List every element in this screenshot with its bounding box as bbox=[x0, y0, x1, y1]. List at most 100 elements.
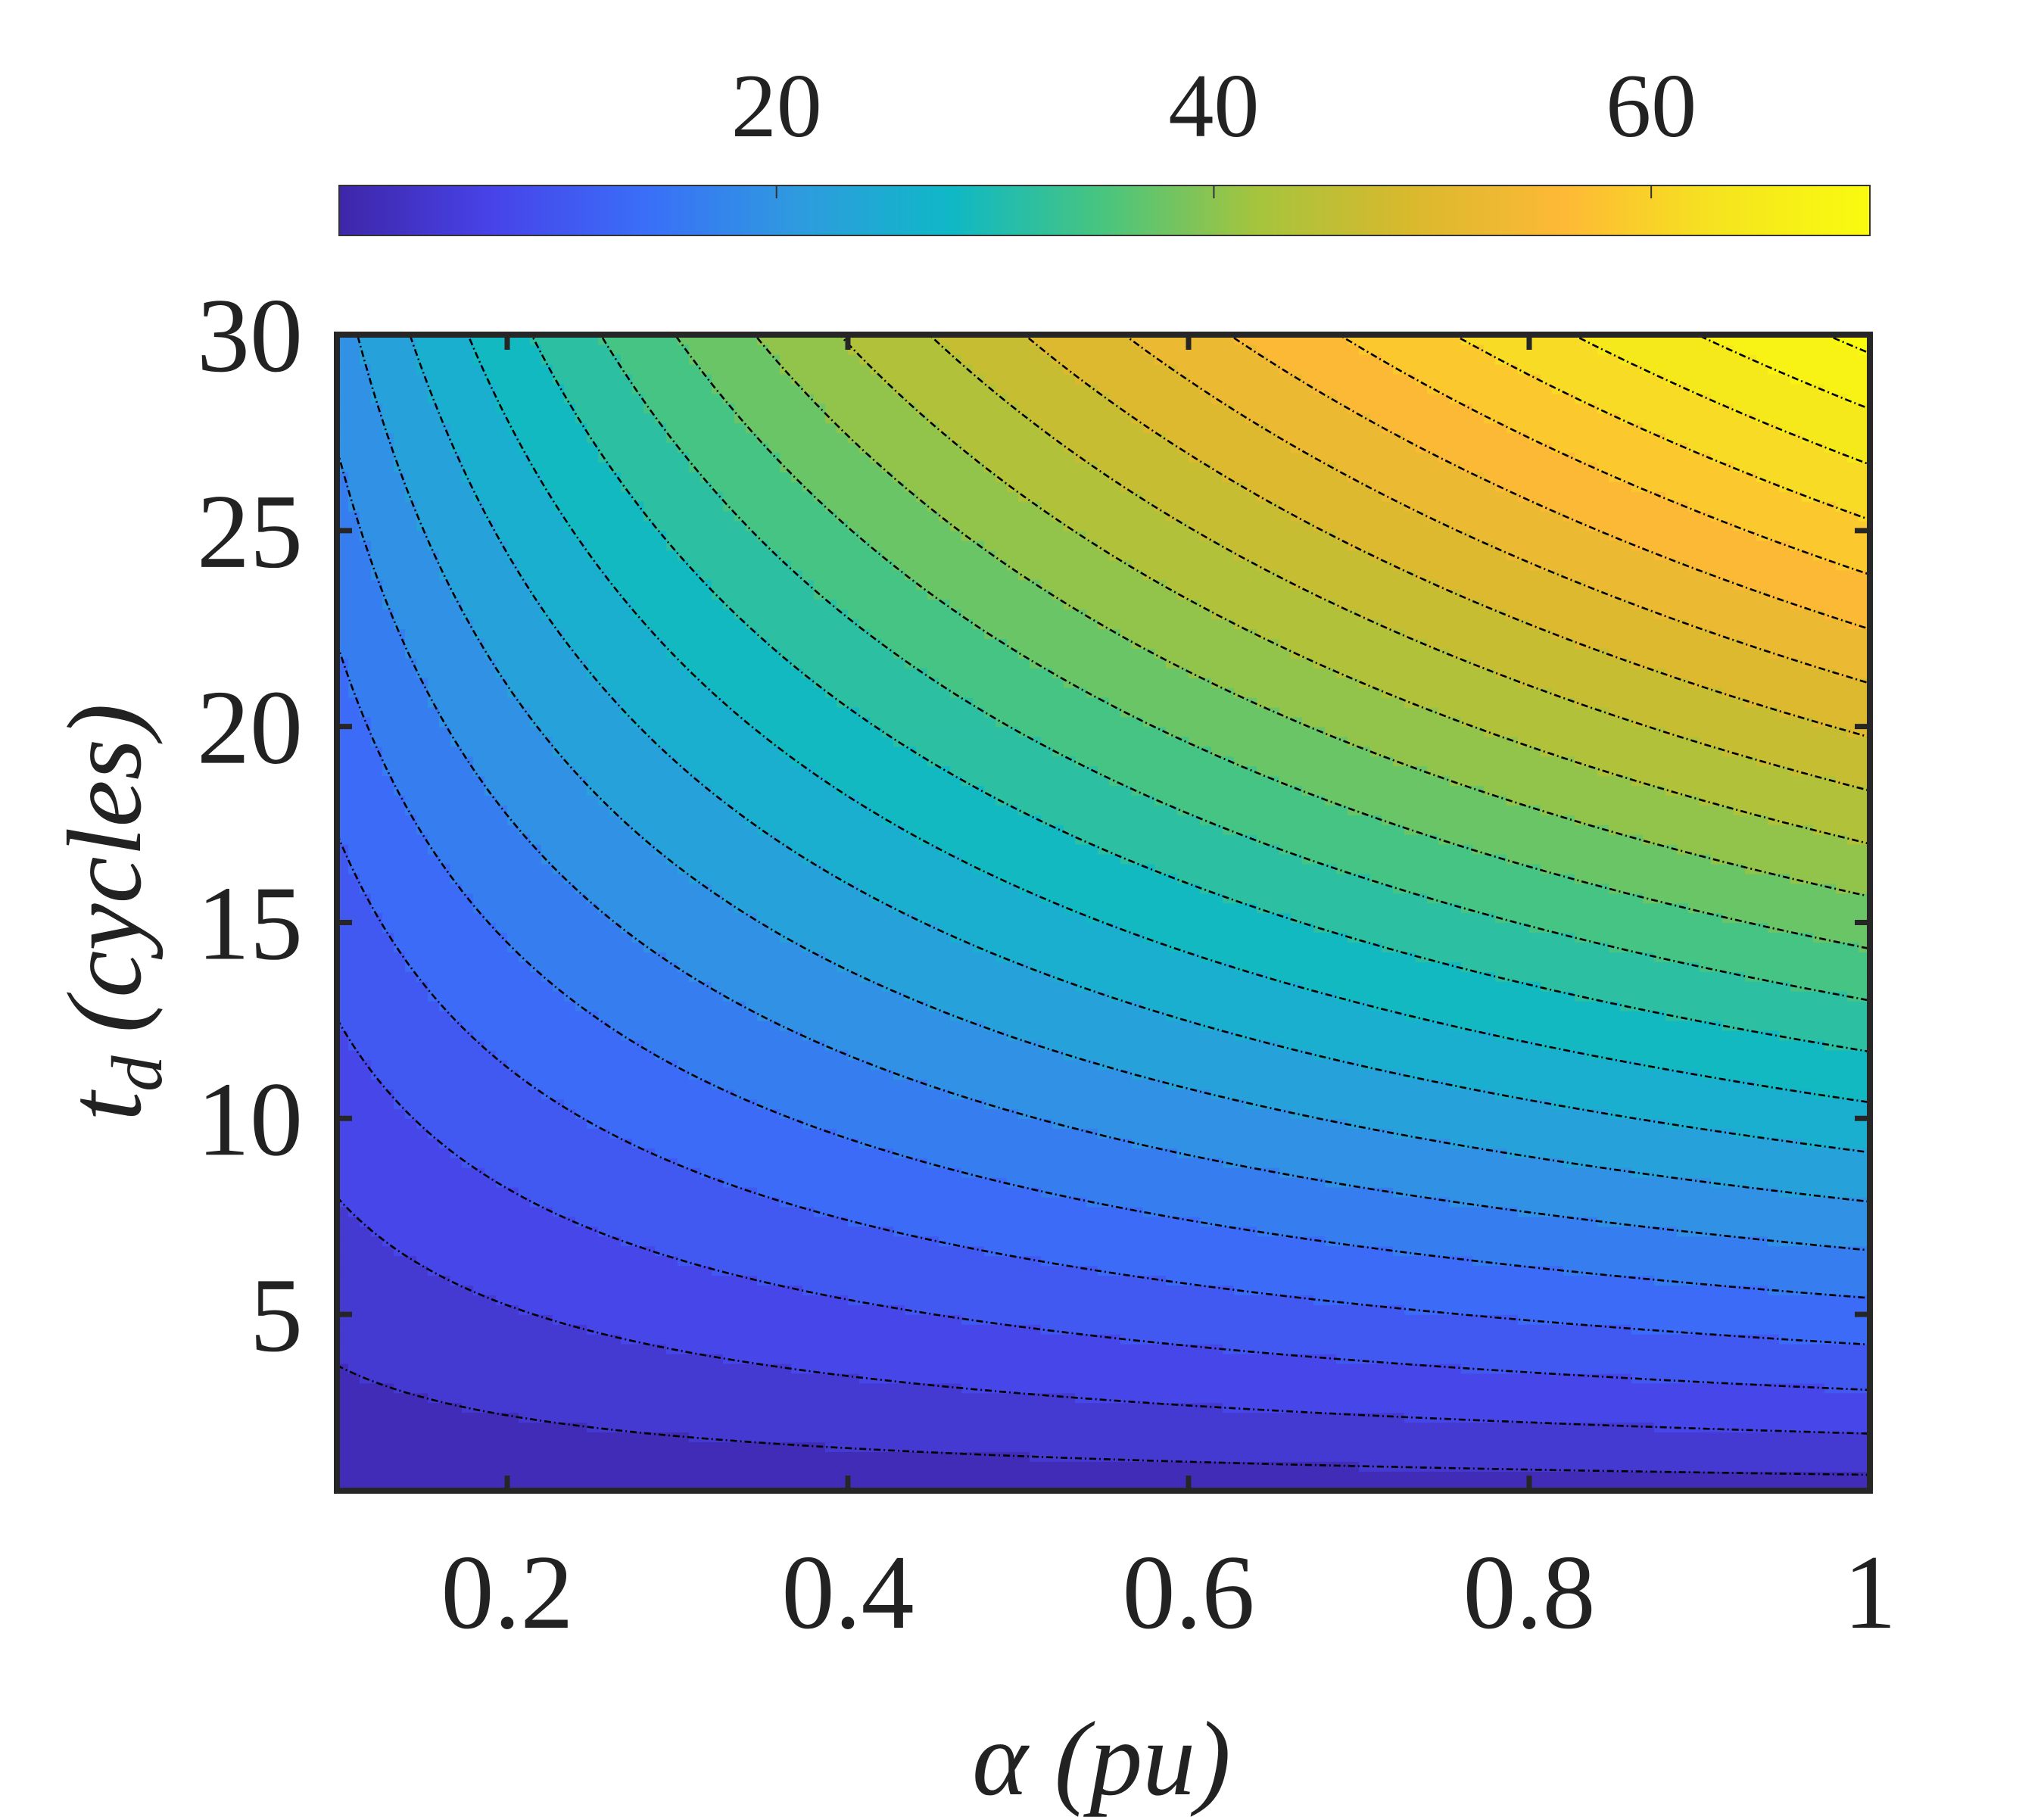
surface-cell bbox=[416, 1412, 428, 1423]
surface-cell bbox=[791, 765, 803, 777]
surface-cell bbox=[485, 589, 497, 600]
surface-cell bbox=[791, 1079, 803, 1090]
surface-cell bbox=[802, 530, 815, 541]
surface-cell bbox=[723, 472, 735, 482]
surface-cell bbox=[348, 1432, 360, 1443]
surface-cell bbox=[496, 1461, 508, 1472]
surface-cell bbox=[746, 697, 758, 708]
surface-cell bbox=[598, 765, 610, 777]
surface-cell bbox=[416, 1432, 428, 1443]
surface-cell bbox=[371, 1275, 383, 1286]
surface-cell bbox=[496, 491, 508, 502]
surface-cell bbox=[598, 716, 610, 728]
surface-cell bbox=[723, 1245, 735, 1257]
surface-cell bbox=[382, 971, 394, 982]
surface-cell bbox=[394, 1441, 406, 1453]
surface-cell bbox=[485, 1451, 497, 1462]
surface-cell bbox=[553, 1158, 565, 1168]
surface-cell bbox=[575, 520, 587, 531]
surface-cell bbox=[768, 1206, 781, 1217]
surface-cell bbox=[541, 1343, 553, 1354]
surface-cell bbox=[655, 452, 667, 463]
surface-cell bbox=[416, 472, 428, 482]
surface-cell bbox=[439, 491, 451, 502]
surface-cell bbox=[643, 1432, 656, 1443]
surface-cell bbox=[416, 716, 428, 728]
surface-cell bbox=[712, 648, 724, 659]
surface-cell bbox=[689, 1461, 701, 1472]
surface-cell bbox=[496, 1353, 508, 1364]
surface-cell bbox=[530, 1333, 542, 1345]
surface-cell bbox=[780, 1382, 792, 1394]
surface-cell bbox=[473, 540, 485, 551]
surface-cell bbox=[621, 559, 633, 571]
surface-cell bbox=[519, 726, 531, 737]
surface-cell bbox=[587, 805, 599, 815]
surface-cell bbox=[416, 1206, 428, 1217]
surface-cell bbox=[394, 1196, 406, 1208]
surface-cell bbox=[609, 520, 622, 531]
surface-cell bbox=[757, 500, 769, 512]
surface-cell bbox=[462, 912, 474, 924]
surface-cell bbox=[700, 1089, 712, 1100]
surface-cell bbox=[416, 834, 428, 845]
surface-cell bbox=[712, 619, 724, 630]
surface-cell bbox=[666, 1422, 678, 1433]
surface-cell bbox=[598, 756, 610, 767]
surface-cell bbox=[507, 403, 519, 414]
surface-cell bbox=[712, 765, 724, 777]
surface-cell bbox=[791, 1304, 803, 1315]
surface-cell bbox=[439, 530, 451, 541]
surface-cell bbox=[746, 1039, 758, 1051]
surface-cell bbox=[394, 442, 406, 453]
surface-cell bbox=[450, 1128, 463, 1139]
surface-cell bbox=[394, 1000, 406, 1011]
surface-cell bbox=[689, 530, 701, 541]
surface-cell bbox=[643, 677, 656, 688]
surface-cell bbox=[496, 1285, 508, 1295]
surface-cell bbox=[473, 1099, 485, 1110]
surface-cell bbox=[734, 961, 746, 972]
surface-cell bbox=[643, 413, 656, 424]
surface-cell bbox=[712, 1373, 724, 1384]
surface-cell bbox=[360, 1158, 372, 1168]
surface-cell bbox=[360, 1177, 372, 1188]
surface-cell bbox=[700, 1382, 712, 1394]
surface-cell bbox=[428, 785, 440, 796]
surface-cell bbox=[723, 1304, 735, 1315]
surface-cell bbox=[757, 1295, 769, 1305]
surface-cell bbox=[712, 1382, 724, 1394]
surface-cell bbox=[802, 452, 815, 463]
surface-cell bbox=[450, 1285, 463, 1295]
surface-cell bbox=[678, 579, 690, 591]
surface-cell bbox=[678, 1216, 690, 1227]
surface-cell bbox=[394, 843, 406, 855]
surface-cell bbox=[382, 1382, 394, 1394]
surface-cell bbox=[734, 442, 746, 453]
surface-cell bbox=[712, 843, 724, 855]
surface-cell bbox=[791, 589, 803, 600]
surface-cell bbox=[348, 1177, 360, 1188]
surface-cell bbox=[632, 1148, 644, 1158]
surface-cell bbox=[700, 1471, 712, 1482]
surface-cell bbox=[530, 863, 542, 874]
surface-cell bbox=[734, 795, 746, 806]
surface-cell bbox=[802, 1010, 815, 1021]
surface-cell bbox=[791, 609, 803, 620]
surface-cell bbox=[723, 432, 735, 444]
surface-cell bbox=[632, 961, 644, 972]
surface-cell bbox=[655, 1226, 667, 1237]
surface-cell bbox=[564, 1049, 576, 1061]
surface-cell bbox=[416, 805, 428, 815]
surface-cell bbox=[666, 1236, 678, 1247]
surface-cell bbox=[394, 550, 406, 561]
surface-cell bbox=[360, 1128, 372, 1139]
surface-cell bbox=[473, 1275, 485, 1286]
surface-cell bbox=[439, 952, 451, 962]
surface-cell bbox=[780, 383, 792, 394]
surface-cell bbox=[428, 472, 440, 482]
surface-cell bbox=[473, 491, 485, 502]
surface-cell bbox=[587, 697, 599, 708]
surface-cell bbox=[416, 1010, 428, 1021]
surface-cell bbox=[575, 942, 587, 953]
